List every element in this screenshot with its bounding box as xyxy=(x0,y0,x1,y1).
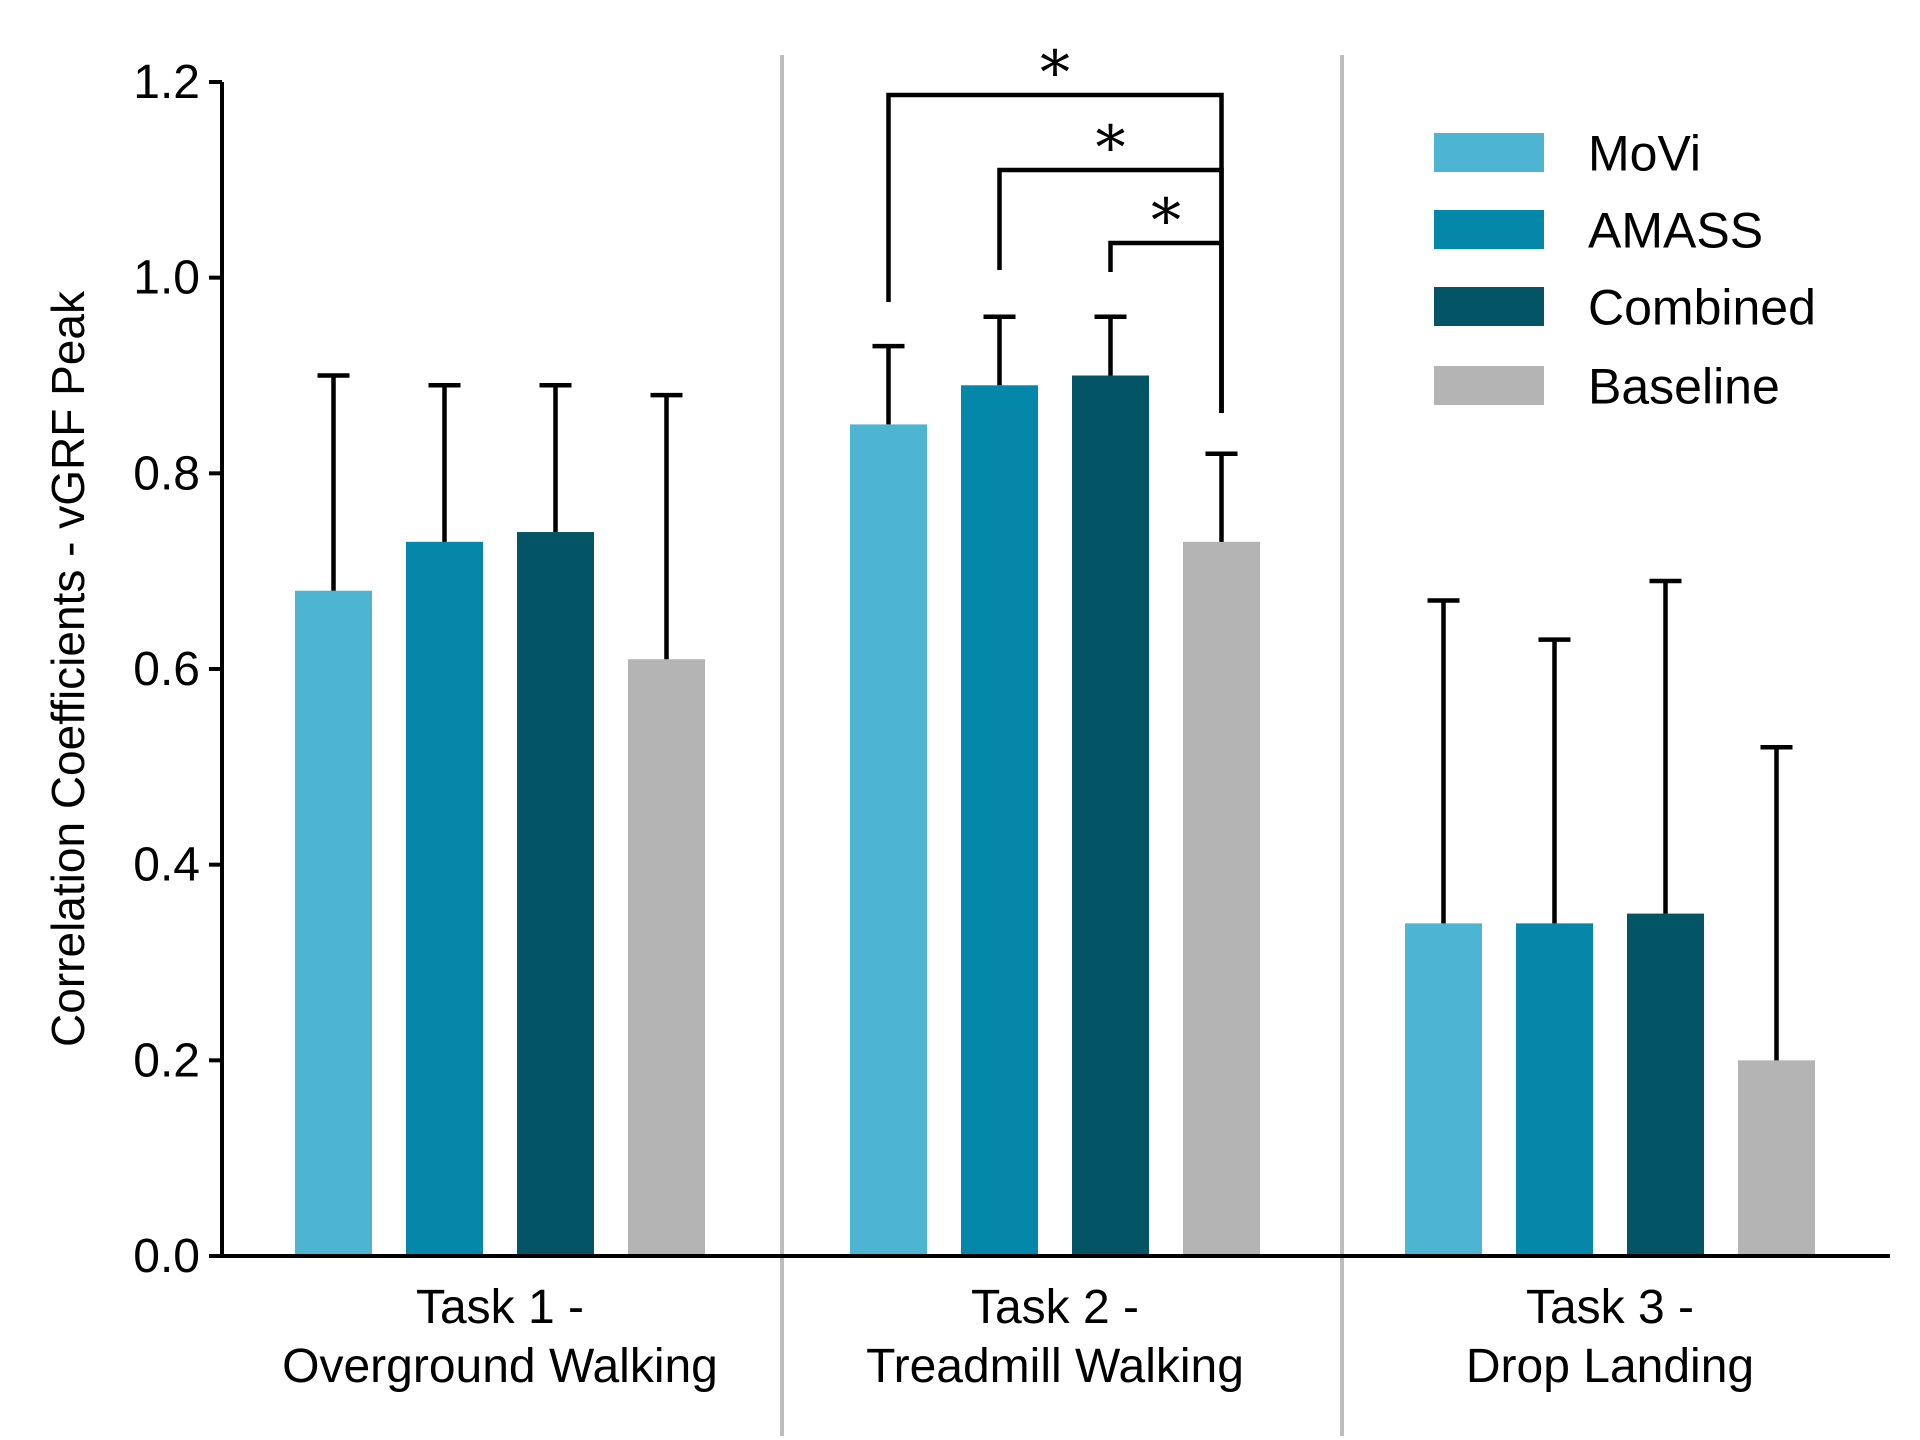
legend-swatch-amass xyxy=(1434,210,1544,249)
bar-amass-task-1 xyxy=(406,541,483,1256)
bar-baseline-task-1 xyxy=(628,659,705,1256)
legend-swatch-baseline xyxy=(1434,366,1544,405)
legend-swatch-movi xyxy=(1434,133,1544,172)
bar-baseline-task-3 xyxy=(1738,1060,1815,1256)
bar-amass-task-2 xyxy=(961,385,1038,1256)
legend-label-movi: MoVi xyxy=(1588,126,1701,182)
category-label-task-2-line-1: Task 2 - xyxy=(971,1281,1139,1334)
category-label-task-2-line-2: Treadmill Walking xyxy=(866,1340,1244,1393)
bar-combined-task-2 xyxy=(1072,375,1149,1256)
category-label-task-3-line-2: Drop Landing xyxy=(1466,1340,1754,1393)
category-label-task-1-line-1: Task 1 - xyxy=(416,1281,584,1334)
bar-baseline-task-2 xyxy=(1183,541,1260,1256)
bar-movi-task-1 xyxy=(295,590,372,1256)
category-label-task-1-line-2: Overground Walking xyxy=(282,1340,718,1393)
y-tick-label-1: 0.2 xyxy=(133,1034,200,1087)
y-tick-label-4: 0.8 xyxy=(133,447,200,500)
y-tick-label-0: 0.0 xyxy=(133,1230,200,1283)
category-label-task-3-line-1: Task 3 - xyxy=(1526,1281,1694,1334)
significance-star-3: * xyxy=(1151,186,1181,256)
legend-label-baseline: Baseline xyxy=(1588,359,1780,415)
y-tick-label-2: 0.4 xyxy=(133,839,200,892)
bar-combined-task-3 xyxy=(1627,913,1704,1256)
significance-star-1: * xyxy=(1040,38,1070,108)
bar-combined-task-1 xyxy=(517,532,594,1256)
bar-movi-task-3 xyxy=(1405,923,1482,1256)
bar-amass-task-3 xyxy=(1516,923,1593,1256)
y-axis-label: Correlation Coefficients - vGRF Peak xyxy=(42,290,94,1047)
significance-bracket-3 xyxy=(1108,240,1224,413)
y-tick-label-3: 0.6 xyxy=(133,643,200,696)
y-tick-label-6: 1.2 xyxy=(133,56,200,109)
legend-label-amass: AMASS xyxy=(1588,203,1763,259)
legend-label-combined: Combined xyxy=(1588,280,1816,336)
significance-star-2: * xyxy=(1096,113,1126,183)
y-tick-label-5: 1.0 xyxy=(133,252,200,305)
legend-swatch-combined xyxy=(1434,287,1544,326)
bar-movi-task-2 xyxy=(850,424,927,1257)
